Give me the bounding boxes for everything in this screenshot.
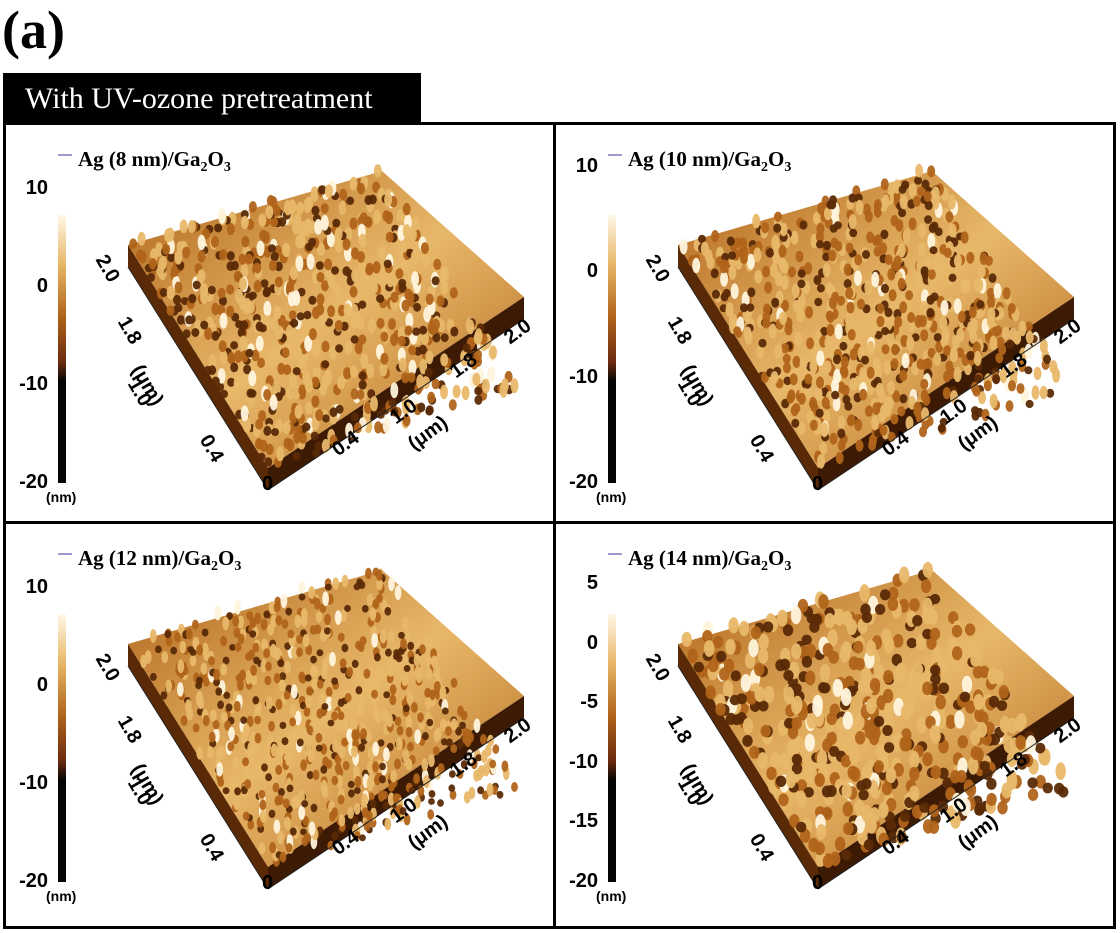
afm-panel-ag-14nm: Ag (14 nm)/Ga2O3 5 0 -5 -10 -15 -20 (nm) 2.0 1.8 1… bbox=[556, 524, 1100, 920]
colorbar-tick-label: -20 bbox=[569, 471, 598, 493]
colorbar-tick-label: 5 bbox=[586, 572, 598, 594]
surface-grains bbox=[140, 567, 518, 867]
colorbar-tick-label: 10 bbox=[575, 155, 598, 177]
colorbar-tick-label: -10 bbox=[19, 772, 48, 794]
colorbar-tick-label: -10 bbox=[569, 750, 598, 773]
panel-title: Ag (8 nm)/Ga2O3 bbox=[78, 147, 231, 176]
afm-panel-ag-8nm: Ag (8 nm)/Ga2O3 10 0 -10 -20 (nm) 2.0 1.8 1.0 0.4… bbox=[6, 125, 550, 521]
colorbar-tick-label: -10 bbox=[19, 373, 48, 395]
panel-grid: Ag (8 nm)/Ga2O3 10 0 -10 -20 (nm) 2.0 1.8 1.0 0.4… bbox=[3, 122, 1116, 929]
colorbar-unit: (nm) bbox=[46, 489, 77, 505]
panel-title: Ag (10 nm)/Ga2O3 bbox=[628, 147, 792, 176]
colorbar-unit: (nm) bbox=[596, 888, 627, 904]
colorbar-tick-label: 10 bbox=[25, 177, 48, 199]
afm-surface-plot bbox=[58, 553, 525, 890]
grid-divider-vertical bbox=[553, 125, 556, 926]
axis-origin-label: 0 bbox=[812, 473, 824, 495]
colorbar-unit: (nm) bbox=[46, 888, 77, 904]
colorbar bbox=[608, 215, 616, 483]
surface-grains bbox=[681, 561, 1069, 868]
colorbar-tick-label: -5 bbox=[580, 691, 598, 714]
panel-title: Ag (14 nm)/Ga2O3 bbox=[628, 546, 792, 575]
colorbar-unit: (nm) bbox=[596, 489, 627, 505]
colorbar bbox=[58, 614, 66, 882]
colorbar-tick-label: 0 bbox=[36, 275, 48, 297]
afm-surface-plot bbox=[608, 154, 1075, 491]
surface-side-left bbox=[128, 245, 268, 490]
colorbar bbox=[608, 614, 616, 882]
colorbar-tick-label: -20 bbox=[19, 870, 48, 892]
surface-side-left bbox=[678, 245, 818, 490]
colorbar-tick-label: 0 bbox=[586, 631, 598, 654]
colorbar-tick-label: -20 bbox=[569, 870, 598, 892]
surface-grains bbox=[679, 163, 1061, 469]
afm-surface-plot bbox=[608, 553, 1075, 890]
colorbar-tick-label: 0 bbox=[586, 260, 598, 283]
colorbar-tick-label: 0 bbox=[36, 674, 48, 696]
colorbar-tick-label: -20 bbox=[19, 471, 48, 493]
surface-grains bbox=[129, 164, 519, 468]
surface-side-left bbox=[128, 644, 268, 889]
colorbar-tick-label: -10 bbox=[569, 365, 598, 388]
colorbar-tick-label: 10 bbox=[25, 576, 48, 598]
afm-panel-ag-12nm: Ag (12 nm)/Ga2O3 10 0 -10 -20 (nm) 2.0 1.8 1.0 0.… bbox=[6, 524, 550, 920]
axis-origin-label: 0 bbox=[262, 473, 274, 495]
surface-side-left bbox=[678, 644, 818, 889]
axis-origin-label: 0 bbox=[262, 872, 274, 894]
panel-title: Ag (12 nm)/Ga2O3 bbox=[78, 546, 242, 575]
afm-panel-ag-10nm: Ag (10 nm)/Ga2O3 10 0 -10 -20 (nm) 2.0 1.8 1.0 0.… bbox=[556, 125, 1100, 521]
figure-label: (a) bbox=[2, 0, 65, 60]
afm-surface-plot bbox=[58, 154, 525, 491]
colorbar bbox=[58, 215, 66, 483]
colorbar-tick-label: -15 bbox=[569, 810, 598, 833]
axis-origin-label: 0 bbox=[812, 872, 824, 894]
grid-divider-horizontal bbox=[6, 521, 1113, 524]
condition-banner: With UV-ozone pretreatment bbox=[3, 73, 421, 125]
